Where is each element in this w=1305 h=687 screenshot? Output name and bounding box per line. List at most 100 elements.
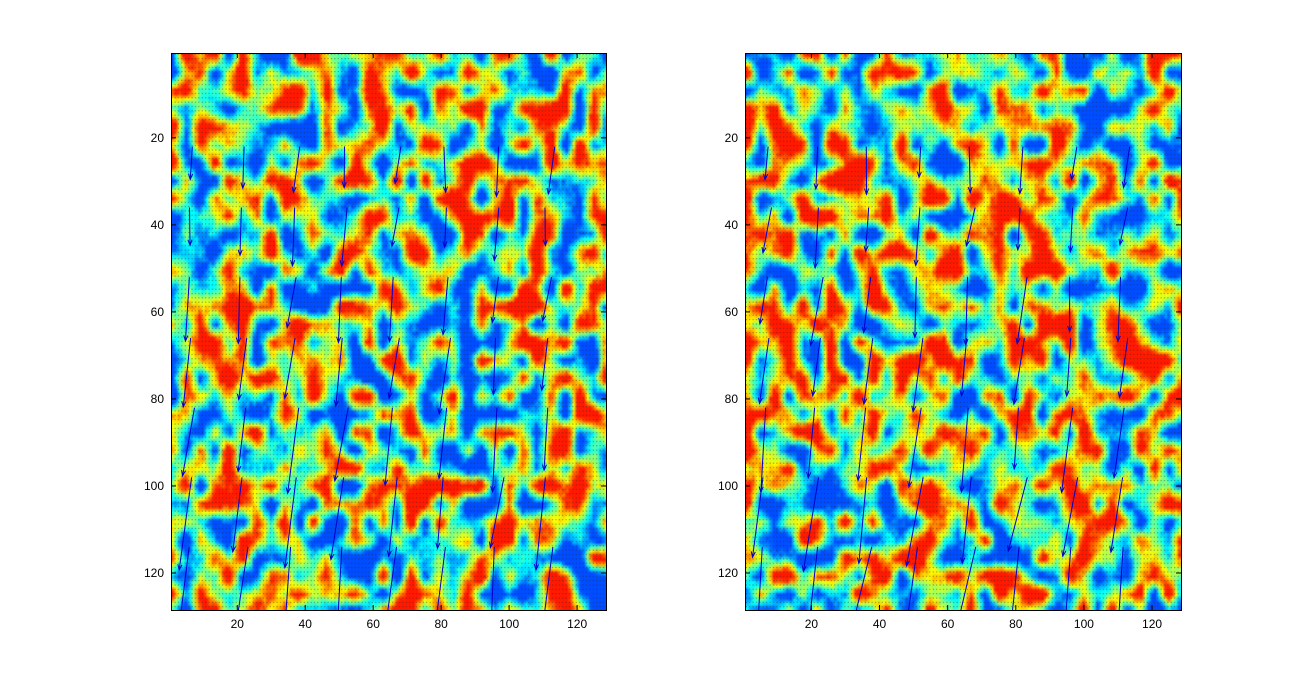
- quiver-arrowhead: [230, 545, 236, 554]
- quiver-arrow: [865, 207, 870, 252]
- quiver-arrowhead: [435, 542, 441, 550]
- quiver-arrowhead: [386, 550, 392, 558]
- x-tick-label: 60: [367, 617, 381, 631]
- quiver-arrow: [337, 546, 343, 610]
- quiver-arrowhead: [864, 188, 870, 196]
- quiver-arrow: [1016, 277, 1028, 344]
- quiver-arrowhead: [1121, 181, 1127, 189]
- quiver-arrow: [239, 207, 242, 256]
- quiver-arrowhead: [907, 480, 913, 489]
- quiver-arrowhead: [1012, 463, 1018, 471]
- quiver-arrowhead: [341, 181, 347, 189]
- quiver-arrowhead: [387, 335, 393, 344]
- quiver-arrowhead: [387, 392, 393, 400]
- quiver-arrow: [438, 337, 451, 414]
- quiver-arrowhead: [1007, 544, 1013, 553]
- quiver-arrow: [1066, 337, 1072, 397]
- quiver-arrowhead: [809, 339, 815, 347]
- quiver-arrow: [334, 407, 349, 481]
- quiver-arrowhead: [1109, 546, 1115, 554]
- quiver-arrowhead: [181, 469, 187, 478]
- quiver-arrow: [237, 407, 247, 472]
- quiver-arrow: [491, 546, 495, 610]
- quiver-arrow: [758, 546, 763, 610]
- quiver-arrowhead: [437, 407, 443, 416]
- quiver-arrowhead: [1115, 335, 1121, 343]
- quiver-arrowhead: [1069, 173, 1075, 182]
- quiver-arrow: [391, 207, 400, 247]
- y-tick-label: 100: [144, 479, 164, 493]
- quiver-arrow: [389, 277, 394, 342]
- quiver-arrowhead: [329, 553, 335, 561]
- quiver-layer: [177, 146, 556, 645]
- quiver-arrow: [388, 337, 400, 399]
- quiver-arrowhead: [541, 628, 545, 634]
- x-tick-label: 100: [1074, 617, 1094, 631]
- quiver-arrow: [394, 146, 402, 184]
- quiver-arrow: [762, 207, 773, 253]
- quiver-arrow: [960, 546, 977, 610]
- quiver-arrowhead: [758, 317, 764, 326]
- quiver-arrowhead: [750, 551, 756, 559]
- quiver-arrow: [918, 146, 922, 178]
- quiver-arrow: [189, 146, 193, 180]
- quiver-arrowhead: [542, 239, 548, 247]
- quiver-arrowhead: [856, 557, 862, 565]
- quiver-arrowhead: [965, 239, 971, 248]
- quiver-arrowhead: [810, 389, 816, 398]
- quiver-arrow: [815, 146, 819, 190]
- quiver-arrow: [961, 477, 972, 564]
- quiver-arrowhead: [442, 241, 448, 249]
- quiver-arrow: [384, 407, 393, 486]
- y-tick-label: 100: [718, 479, 738, 493]
- quiver-arrow: [863, 337, 874, 405]
- quiver-arrowhead: [806, 471, 812, 480]
- quiver-arrow: [291, 207, 296, 266]
- quiver-arrowhead: [861, 326, 867, 335]
- quiver-arrowhead: [440, 328, 446, 336]
- quiver-arrow: [812, 337, 821, 396]
- quiver-arrow: [178, 477, 193, 571]
- quiver-arrowhead: [1118, 238, 1124, 247]
- quiver-arrow: [541, 337, 549, 391]
- quiver-arrow: [337, 277, 342, 343]
- quiver-arrowhead: [491, 388, 497, 396]
- quiver-arrow: [810, 546, 819, 610]
- quiver-arrowhead: [916, 171, 922, 179]
- quiver-arrowhead: [181, 401, 187, 409]
- quiver-arrowhead: [232, 639, 236, 645]
- y-tick-label: 20: [151, 131, 165, 145]
- quiver-arrowhead: [1068, 245, 1074, 254]
- quiver-arrowhead: [290, 259, 296, 268]
- quiver-arrow: [182, 407, 195, 476]
- quiver-arrowhead: [188, 173, 194, 181]
- quiver-arrow: [912, 337, 924, 412]
- quiver-arrow: [544, 546, 554, 610]
- quiver-arrow: [492, 407, 498, 492]
- quiver-arrowhead: [913, 259, 919, 267]
- quiver-arrow: [1113, 407, 1125, 478]
- quiver-arrowhead: [851, 621, 855, 627]
- quiver-arrowhead: [813, 183, 819, 191]
- quiver-arrowhead: [1115, 639, 1119, 645]
- quiver-arrowhead: [812, 261, 818, 270]
- quiver-arrow: [760, 407, 767, 493]
- x-tick-label: 40: [299, 617, 313, 631]
- quiver-arrowhead: [235, 337, 241, 345]
- quiver-arrow: [284, 477, 297, 568]
- axes-frame: [745, 53, 1182, 611]
- quiver-arrow: [802, 477, 820, 572]
- quiver-arrow: [285, 546, 292, 610]
- x-tick-label: 20: [231, 617, 245, 631]
- quiver-arrowhead: [912, 331, 918, 339]
- quiver-arrow: [759, 277, 768, 324]
- quiver-arrowhead: [490, 485, 496, 494]
- quiver-arrowhead: [236, 465, 242, 474]
- quiver-arrowhead: [333, 400, 339, 408]
- quiver-arrow: [1012, 546, 1020, 610]
- quiver-arrowhead: [1117, 391, 1123, 399]
- quiver-arrow: [965, 277, 969, 345]
- quiver-arrow: [858, 477, 868, 564]
- quiver-arrowhead: [546, 187, 552, 196]
- y-tick-label: 60: [725, 305, 739, 319]
